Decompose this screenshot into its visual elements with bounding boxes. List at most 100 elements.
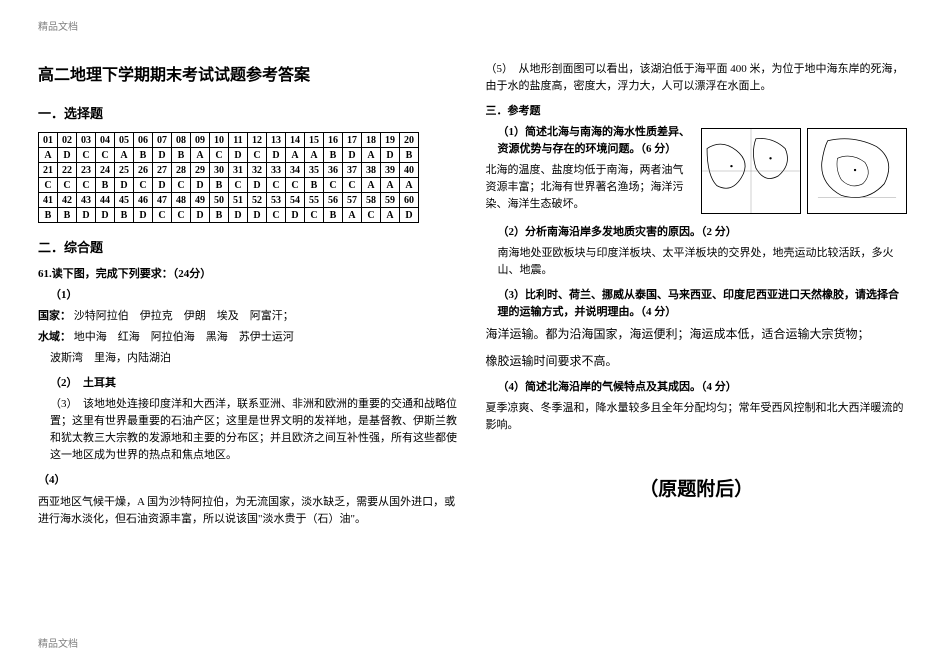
answer-cell: C [58, 178, 77, 193]
answer-cell: C [324, 178, 343, 193]
answer-cell: D [96, 208, 115, 223]
answer-cell: 57 [343, 193, 362, 208]
q3-answer-2: 橡胶运输时间要求不高。 [486, 352, 908, 371]
answer-cell: 41 [39, 193, 58, 208]
answer-cell: C [248, 148, 267, 163]
answer-cell: C [362, 208, 381, 223]
answer-cell: B [210, 178, 229, 193]
answer-cell: 52 [248, 193, 267, 208]
answer-cell: 14 [286, 133, 305, 148]
answer-cell: C [210, 148, 229, 163]
answer-cell: 19 [381, 133, 400, 148]
answer-cell: 05 [115, 133, 134, 148]
answer-cell: B [324, 208, 343, 223]
answer-cell: 42 [58, 193, 77, 208]
answer-cell: 43 [77, 193, 96, 208]
answer-cell: 15 [305, 133, 324, 148]
answer-cell: 21 [39, 163, 58, 178]
answer-cell: D [115, 178, 134, 193]
answer-cell: D [134, 208, 153, 223]
q61-country-text: 沙特阿拉伯 伊拉克 伊朗 埃及 阿富汗； [74, 310, 294, 322]
answer-cell: B [96, 178, 115, 193]
answer-cell: B [115, 208, 134, 223]
answer-cell: C [267, 178, 286, 193]
answer-cell: 29 [191, 163, 210, 178]
q61-4-label: （4） [38, 472, 460, 489]
q2-answer: 南海地处亚欧板块与印度洋板块、太平洋板块的交界处，地壳运动比较活跃，多火山、地震… [498, 245, 908, 279]
answer-cell: C [77, 148, 96, 163]
section-1-heading: 一．选择题 [38, 103, 460, 122]
answer-cell: A [362, 148, 381, 163]
answer-cell: 53 [267, 193, 286, 208]
answer-cell: A [381, 208, 400, 223]
map-south-sea [807, 128, 907, 214]
answer-cell: 07 [153, 133, 172, 148]
answer-cell: 30 [210, 163, 229, 178]
answer-cell: C [305, 208, 324, 223]
answer-cell: 46 [134, 193, 153, 208]
answer-cell: D [77, 208, 96, 223]
answer-cell: 18 [362, 133, 381, 148]
answer-cell: 34 [286, 163, 305, 178]
answer-cell: D [286, 208, 305, 223]
answer-cell: C [77, 178, 96, 193]
section-2-heading: 二．综合题 [38, 237, 460, 256]
answer-cell: C [286, 178, 305, 193]
q61-water2-text: 波斯湾 里海，内陆湖泊 [50, 350, 460, 367]
answer-cell: 17 [343, 133, 362, 148]
answer-cell: 44 [96, 193, 115, 208]
answer-cell: 04 [96, 133, 115, 148]
q3-answer-1: 海洋运输。都为沿海国家，海运便利；海运成本低，适合运输大宗货物； [486, 325, 908, 344]
answer-cell: D [400, 208, 419, 223]
map-svg-2 [808, 129, 906, 213]
appendix-note: （原题附后） [486, 474, 908, 501]
answer-cell: D [229, 208, 248, 223]
q61-water-text: 地中海 红海 阿拉伯海 黑海 苏伊士运河 [74, 331, 294, 343]
answer-cell: B [172, 148, 191, 163]
answer-cell: 08 [172, 133, 191, 148]
answer-cell: D [381, 148, 400, 163]
answer-cell: C [134, 178, 153, 193]
q4-answer: 夏季凉爽、冬季温和，降水量较多且全年分配均匀；常年受西风控制和北大西洋暖流的影响… [486, 400, 908, 434]
answer-cell: 09 [191, 133, 210, 148]
q1-text-block: （1）简述北海与南海的海水性质差异、资源优势与存在的环境问题。（6 分） 北海的… [486, 124, 694, 224]
answer-cell: 40 [400, 163, 419, 178]
q61-5-text: （5） 从地形剖面图可以看出，该湖泊低于海平面 400 米，为位于地中海东岸的死… [486, 61, 908, 95]
answer-cell: D [267, 148, 286, 163]
answer-cell: D [248, 178, 267, 193]
answer-cell: 33 [267, 163, 286, 178]
answer-cell: A [362, 178, 381, 193]
answer-cell: 60 [400, 193, 419, 208]
q61-4-text: 西亚地区气候干燥，A 国为沙特阿拉伯，为无流国家，淡水缺乏，需要从国外进口，或进… [38, 494, 460, 528]
answer-cell: A [39, 148, 58, 163]
answer-cell: C [267, 208, 286, 223]
answer-cell: 12 [248, 133, 267, 148]
answer-table: 0102030405060708091011121314151617181920… [38, 132, 419, 223]
q61-country-label: 国家： [38, 310, 71, 322]
answer-cell: D [248, 208, 267, 223]
q4-question: （4）简述北海沿岸的气候特点及其成因。（4 分） [498, 379, 908, 396]
q3-question: （3）比利时、荷兰、挪威从泰国、马来西亚、印度尼西亚进口天然橡胶，请选择合理的运… [498, 287, 908, 321]
answer-cell: 55 [305, 193, 324, 208]
answer-cell: D [229, 148, 248, 163]
answer-cell: 11 [229, 133, 248, 148]
answer-cell: D [58, 148, 77, 163]
answer-cell: B [400, 148, 419, 163]
answer-cell: A [381, 178, 400, 193]
q61-1-label: （1） [50, 287, 460, 304]
answer-cell: 56 [324, 193, 343, 208]
answer-cell: 13 [267, 133, 286, 148]
q2-question: （2）分析南海沿岸多发地质灾害的原因。（2 分） [498, 224, 908, 241]
answer-cell: A [115, 148, 134, 163]
answer-cell: D [153, 148, 172, 163]
q1-row: （1）简述北海与南海的海水性质差异、资源优势与存在的环境问题。（6 分） 北海的… [486, 124, 908, 224]
answer-cell: B [324, 148, 343, 163]
answer-cell: A [305, 148, 324, 163]
answer-cell: 51 [229, 193, 248, 208]
answer-cell: C [343, 178, 362, 193]
answer-cell: C [39, 178, 58, 193]
answer-cell: 16 [324, 133, 343, 148]
answer-cell: B [305, 178, 324, 193]
q61-water-row: 水域： 地中海 红海 阿拉伯海 黑海 苏伊士运河 [38, 329, 460, 346]
left-column: 高二地理下学期期末考试试题参考答案 一．选择题 0102030405060708… [38, 61, 460, 621]
